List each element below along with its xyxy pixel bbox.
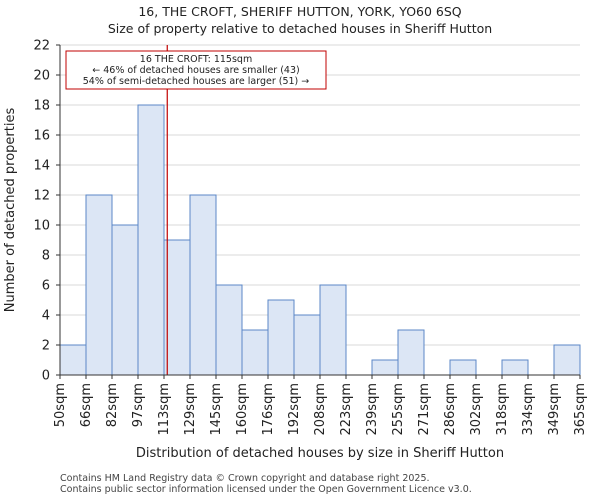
x-tick-label: 145sqm bbox=[209, 383, 224, 436]
x-tick-label: 208sqm bbox=[313, 383, 328, 436]
y-tick-label: 14 bbox=[33, 159, 50, 174]
y-tick-label: 12 bbox=[33, 189, 50, 204]
bar bbox=[267, 299, 295, 376]
x-tick-label: 239sqm bbox=[365, 383, 380, 436]
x-tick-label: 286sqm bbox=[443, 383, 458, 436]
x-tick-label: 302sqm bbox=[469, 383, 484, 436]
y-tick-label: 10 bbox=[33, 219, 50, 234]
bar bbox=[189, 194, 217, 376]
x-tick-label: 176sqm bbox=[261, 383, 276, 436]
y-tick-label: 4 bbox=[42, 309, 50, 324]
y-tick-label: 0 bbox=[42, 369, 50, 384]
annotation-frame bbox=[65, 50, 327, 90]
bar bbox=[85, 194, 113, 376]
bar bbox=[137, 104, 165, 376]
bar bbox=[111, 224, 139, 376]
x-tick-label: 160sqm bbox=[235, 383, 250, 436]
bar bbox=[397, 329, 425, 376]
footer-licence: Contains public sector information licen… bbox=[60, 484, 472, 495]
x-tick-label: 318sqm bbox=[495, 383, 510, 436]
x-tick-label: 271sqm bbox=[417, 383, 432, 436]
x-tick-label: 223sqm bbox=[339, 383, 354, 436]
y-tick-label: 8 bbox=[42, 249, 50, 264]
x-tick-label: 192sqm bbox=[287, 383, 302, 436]
x-tick-label: 66sqm bbox=[79, 383, 94, 427]
annotation-line-3: 54% of semi-detached houses are larger (… bbox=[83, 76, 310, 87]
bar bbox=[241, 329, 269, 376]
bar bbox=[163, 239, 191, 376]
x-tick-label: 82sqm bbox=[105, 383, 120, 427]
annotation-line-1: 16 THE CROFT: 115sqm bbox=[140, 54, 252, 65]
x-tick-label: 129sqm bbox=[183, 383, 198, 436]
x-tick-label: 50sqm bbox=[53, 383, 68, 427]
x-axis-label: Distribution of detached houses by size … bbox=[136, 446, 504, 461]
bar-series bbox=[59, 104, 581, 376]
y-tick-label: 2 bbox=[42, 339, 50, 354]
x-tick-label: 334sqm bbox=[521, 383, 536, 436]
y-tick-labels: 0 2 4 6 8 10 12 14 16 18 20 22 bbox=[33, 39, 60, 384]
chart-title: 16, THE CROFT, SHERIFF HUTTON, YORK, YO6… bbox=[138, 4, 462, 19]
footer-copyright: Contains HM Land Registry data © Crown c… bbox=[60, 473, 430, 484]
x-tick-label: 365sqm bbox=[573, 383, 588, 436]
bar bbox=[371, 359, 399, 376]
bar bbox=[293, 314, 321, 376]
annotation-line-2: ← 46% of detached houses are smaller (43… bbox=[92, 65, 299, 76]
annotation-box: 16 THE CROFT: 115sqm ← 46% of detached h… bbox=[65, 50, 327, 90]
x-tick-label: 255sqm bbox=[391, 383, 406, 436]
y-axis-label: Number of detached properties bbox=[3, 108, 18, 313]
y-tick-label: 22 bbox=[33, 39, 50, 54]
bar bbox=[449, 359, 477, 376]
x-tick-label: 97sqm bbox=[131, 383, 146, 427]
y-tick-label: 20 bbox=[33, 69, 50, 84]
bar bbox=[215, 284, 243, 376]
bar bbox=[59, 344, 87, 376]
chart-subtitle: Size of property relative to detached ho… bbox=[107, 21, 493, 36]
x-tick-label: 113sqm bbox=[157, 383, 172, 436]
y-tick-label: 18 bbox=[33, 99, 50, 114]
bar bbox=[553, 344, 581, 376]
x-tick-label: 349sqm bbox=[547, 383, 562, 436]
bar bbox=[501, 359, 529, 376]
y-tick-label: 6 bbox=[42, 279, 50, 294]
x-tick-labels: 50sqm 66sqm 82sqm 97sqm 113sqm 129sqm 145sqm 16… bbox=[53, 375, 588, 436]
y-tick-label: 16 bbox=[33, 129, 50, 144]
bar bbox=[319, 284, 347, 376]
